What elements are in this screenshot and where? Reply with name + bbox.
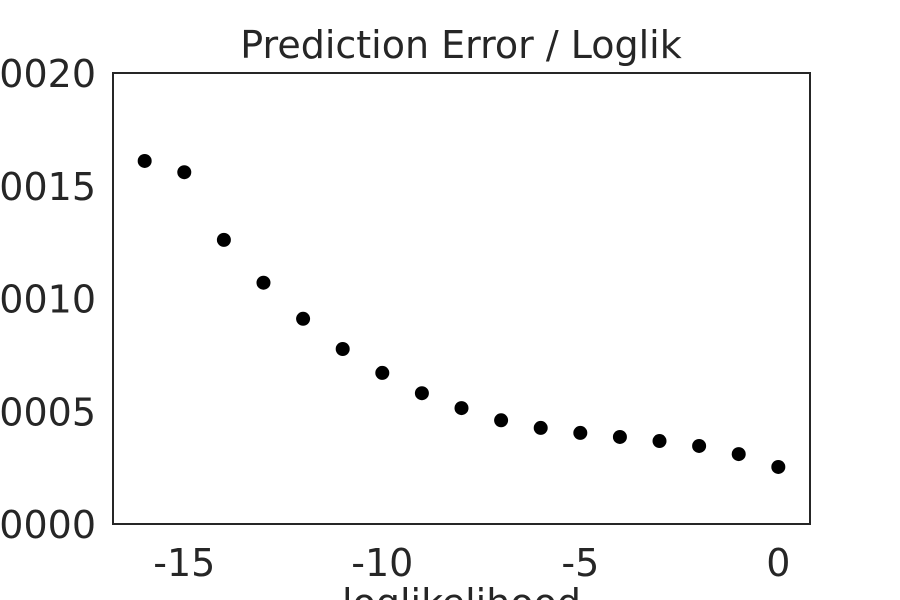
x-tick-label: -10 <box>351 541 413 585</box>
y-tick-label: 0.0010 <box>0 278 96 322</box>
point <box>216 232 231 247</box>
y-tick-label: 0.0015 <box>0 165 96 209</box>
point <box>296 311 311 326</box>
x-tick-label: 0 <box>766 541 790 585</box>
point <box>612 429 627 444</box>
point <box>414 386 429 401</box>
point <box>335 342 350 357</box>
point <box>256 275 271 290</box>
point <box>177 165 192 180</box>
point <box>375 365 390 380</box>
point <box>731 447 746 462</box>
x-tick-label: -5 <box>561 541 599 585</box>
y-tick-label: 0.0000 <box>0 503 96 547</box>
point <box>137 153 152 168</box>
point <box>692 438 707 453</box>
y-tick-label: 0.0020 <box>0 52 96 96</box>
point <box>494 413 509 428</box>
point <box>533 420 548 435</box>
point <box>573 425 588 440</box>
chart-title: Prediction Error / Loglik <box>240 23 681 67</box>
plot-frame <box>112 72 811 525</box>
y-tick-label: 0.0005 <box>0 390 96 434</box>
point <box>454 401 469 416</box>
point <box>652 434 667 449</box>
x-tick-label: -15 <box>153 541 215 585</box>
point <box>771 459 786 474</box>
x-axis-label: loglikelihood <box>342 581 581 600</box>
